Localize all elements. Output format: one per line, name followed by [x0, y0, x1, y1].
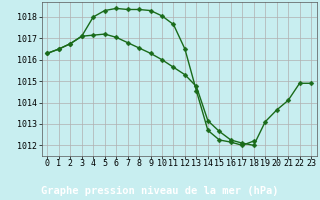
- Text: Graphe pression niveau de la mer (hPa): Graphe pression niveau de la mer (hPa): [41, 186, 279, 196]
